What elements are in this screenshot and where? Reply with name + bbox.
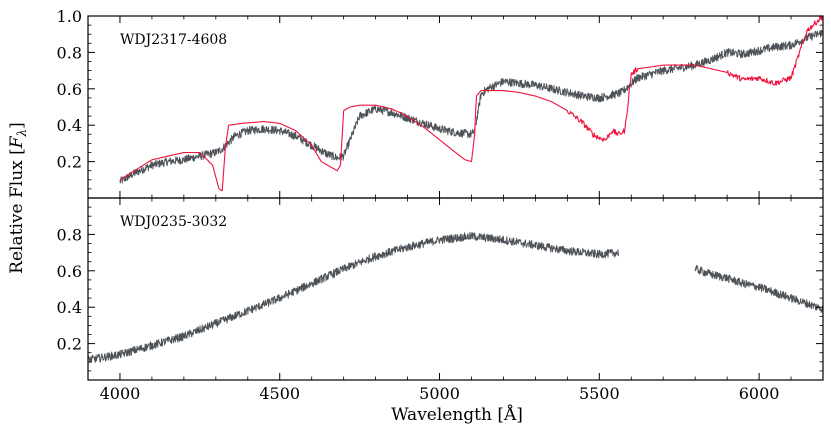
x-tick-label-4: 6000 <box>739 384 780 403</box>
y-tick-label-1-2: 0.6 <box>57 262 82 281</box>
y-tick-label-1-3: 0.8 <box>57 225 82 244</box>
panel-label-1: WDJ0235-3032 <box>120 214 227 230</box>
y-tick-label-1-0: 0.2 <box>57 335 82 354</box>
x-tick-label-0: 4000 <box>100 384 141 403</box>
y-tick-label-1-1: 0.4 <box>57 298 82 317</box>
y-tick-label-0-1: 0.4 <box>57 116 82 135</box>
y-axis-label-main: Relative Flux [ <box>7 148 27 274</box>
model-line-p0-s1 <box>119 16 823 192</box>
x-tick-label-1: 4500 <box>259 384 300 403</box>
y-axis-label-symbol: F <box>7 135 27 149</box>
panel-label-0: WDJ2317-4608 <box>120 32 227 48</box>
y-tick-label-0-4: 1.0 <box>57 7 82 26</box>
y-axis-label-subscript: λ <box>15 129 29 138</box>
y-tick-label-0-2: 0.6 <box>57 80 82 99</box>
x-tick-label-2: 5000 <box>419 384 460 403</box>
y-tick-label-0-3: 0.8 <box>57 43 82 62</box>
spectrum-line-p0-s0 <box>119 29 823 184</box>
y-axis-label-close: ] <box>7 122 27 129</box>
bottom-panel: 0.2 0.4 0.6 0.8 WDJ0235-3032 4000 4500 5000 5500… <box>57 197 824 403</box>
y-axis-label: Relative Flux [Fλ] <box>7 122 29 274</box>
x-tick-label-3: 5500 <box>579 384 620 403</box>
y-tick-label-0-0: 0.2 <box>57 153 82 172</box>
spectrum-line-p1-s0 <box>88 231 619 364</box>
top-panel: 0.2 0.4 0.6 0.8 1.0 WDJ2317-4608 <box>57 7 824 199</box>
spectrum-line-p1-s1 <box>694 264 823 313</box>
x-axis-label: Wavelength [Å] <box>391 404 523 425</box>
